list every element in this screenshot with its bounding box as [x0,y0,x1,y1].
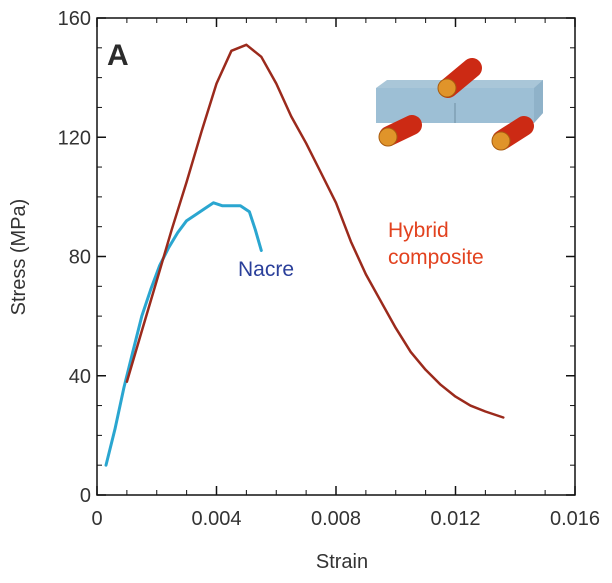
y-tick-label: 80 [69,247,91,269]
series-label-nacre: Nacre [238,258,294,281]
series-label-hybrid-composite-line-1: Hybrid [388,219,449,242]
three-point-bending-inset-image [376,58,543,151]
inset-left-roller-end [378,127,398,147]
plot-axes: 0 0.004 0.008 0.012 0.016 0 40 80 120 160 [58,8,600,530]
y-tick-label: 0 [80,485,91,507]
y-tick-label: 120 [58,127,91,149]
inset-right-roller-end [491,131,511,151]
y-axis-title: Stress (MPa) [8,199,30,316]
x-tick-label: 0.004 [191,508,241,530]
x-tick-label: 0 [91,508,102,530]
x-axis-title: Strain [316,551,368,573]
y-tick-label: 160 [58,8,91,30]
series-curves [104,43,505,467]
series-line-nacre [104,201,263,467]
series-label-hybrid-composite-line-2: composite [388,246,484,269]
series-labels: Nacre Hybrid composite [238,219,484,281]
inset-beam-side [534,80,543,123]
series-line-hybrid-composite [125,43,505,419]
panel-label: A [107,39,129,72]
inset-top-roller-end [437,78,457,98]
x-tick-label: 0.016 [550,508,600,530]
x-tick-label: 0.012 [430,508,480,530]
x-tick-label: 0.008 [311,508,361,530]
y-tick-label: 40 [69,366,91,388]
